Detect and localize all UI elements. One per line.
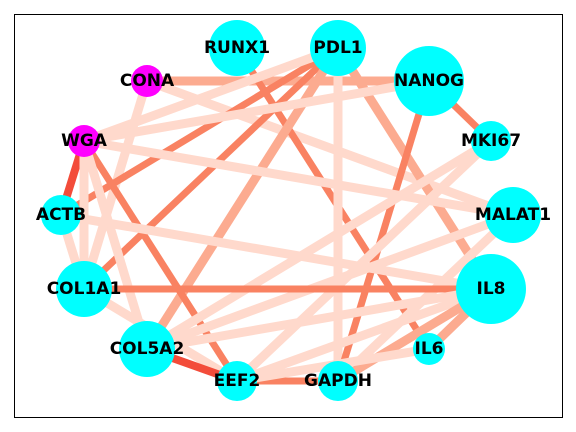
edge-actb-il8 [60, 210, 492, 294]
node-label-eef2: EEF2 [214, 371, 261, 391]
node-nanog[interactable] [394, 46, 464, 116]
node-layer [41, 20, 541, 401]
edge-nanog-wga [83, 76, 430, 146]
node-runx1[interactable] [209, 20, 265, 76]
edge-wga-col5a2 [79, 139, 152, 351]
node-il6[interactable] [413, 333, 445, 365]
node-mki67[interactable] [471, 121, 511, 161]
edge-il8-eef2 [235, 284, 493, 386]
node-label-col5a2: COL5A2 [110, 339, 185, 359]
node-gapdh[interactable] [318, 361, 358, 401]
node-label-col1a1: COL1A1 [47, 279, 122, 299]
node-label-gapdh: GAPDH [304, 371, 372, 391]
label-layer: RUNX1 PDL1 NANOG CONA MKI67 WGA MALAT1 ACTB IL8 C… [36, 38, 551, 391]
node-label-wga: WGA [61, 131, 108, 151]
node-col1a1[interactable] [56, 261, 112, 317]
edge-nanog-gapdh [334, 79, 433, 383]
edge-malat1-col5a2 [145, 210, 515, 354]
node-il8[interactable] [456, 254, 526, 324]
node-label-cona: CONA [120, 71, 175, 91]
edge-pdl1-actb [59, 45, 340, 218]
node-wga[interactable] [68, 125, 100, 157]
node-label-mki67: MKI67 [461, 131, 521, 151]
node-label-pdl1: PDL1 [313, 38, 362, 58]
node-col5a2[interactable] [119, 321, 175, 377]
node-malat1[interactable] [485, 187, 541, 243]
node-eef2[interactable] [217, 361, 257, 401]
node-label-il8: IL8 [477, 279, 506, 299]
edge-pdl1-wga [82, 43, 340, 146]
edge-mki67-col5a2 [144, 137, 494, 353]
edge-layer [56, 43, 517, 386]
edge-runx1-il6 [234, 46, 432, 351]
node-pdl1[interactable] [310, 20, 366, 76]
edge-il8-col5a2 [146, 284, 492, 354]
edge-pdl1-col1a1 [81, 45, 341, 292]
node-label-actb: ACTB [36, 205, 86, 225]
edge-wga-malat1 [83, 136, 514, 220]
node-label-il6: IL6 [415, 339, 444, 359]
node-actb[interactable] [41, 195, 81, 235]
node-label-nanog: NANOG [394, 71, 464, 91]
node-label-runx1: RUNX1 [204, 38, 270, 58]
edge-cona-malat1 [145, 76, 515, 220]
node-label-malat1: MALAT1 [475, 205, 551, 225]
edge-mki67-eef2 [233, 137, 495, 385]
node-cona[interactable] [131, 65, 163, 97]
